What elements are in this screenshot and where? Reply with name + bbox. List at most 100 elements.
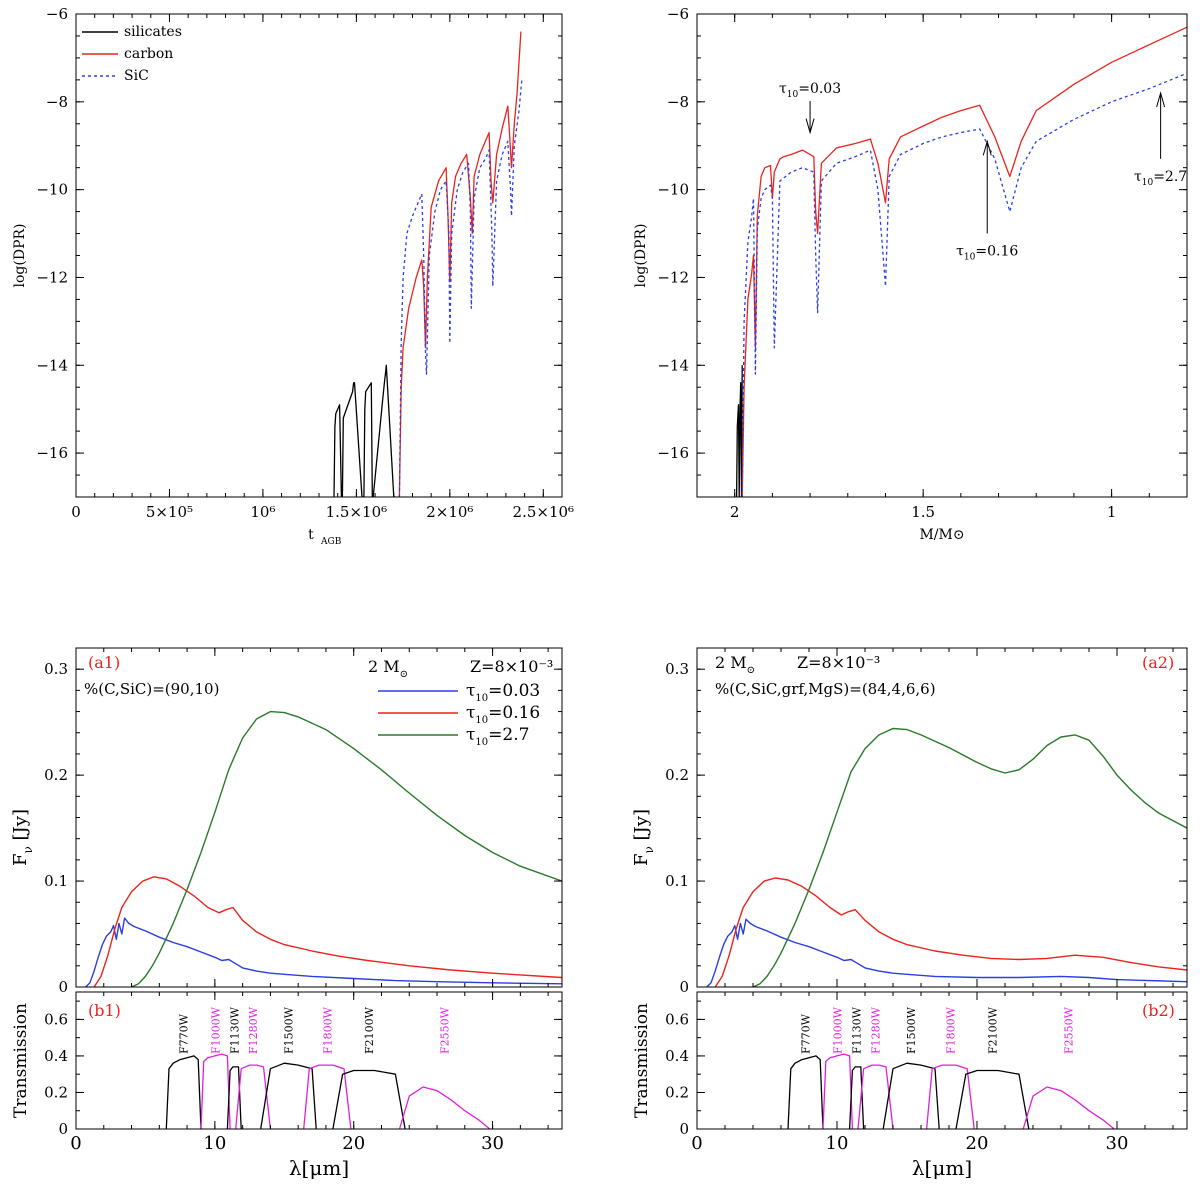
x-axis-label: t <box>308 527 314 543</box>
y-axis-label-main: F <box>10 853 31 866</box>
filter-label: F2550W <box>439 1006 452 1054</box>
y-tick-label: −10 <box>657 181 689 199</box>
x-tick-label: 2 <box>730 503 740 521</box>
legend-label: SiC <box>124 68 149 84</box>
y-tick-label: −16 <box>657 444 689 462</box>
x-tick-label: 20 <box>342 1133 365 1154</box>
y-tick-label: −10 <box>36 181 68 199</box>
y-tick-label: 0.6 <box>665 1010 689 1028</box>
y-axis-label: Fν [Jy] <box>631 809 656 866</box>
filter-curve <box>332 1069 406 1129</box>
annotation-arrowhead <box>805 118 815 135</box>
plot-frame <box>75 13 563 498</box>
annotation-sub: 10 <box>787 90 799 100</box>
y-tick-label: 0 <box>58 978 68 996</box>
filter-curve <box>955 1069 1030 1129</box>
plot-area <box>85 710 562 987</box>
filter-label: F2100W <box>363 1006 376 1054</box>
y-tick-label: 0.4 <box>665 1047 689 1065</box>
plot-frame <box>696 647 1188 988</box>
filter-label: F1500W <box>905 1006 918 1054</box>
x-axis-label: λ[μm] <box>912 1156 972 1180</box>
filter-label: F1800W <box>321 1006 334 1054</box>
y-axis-label: Transmission <box>632 1003 652 1118</box>
y-axis-label: Fν [Jy] <box>10 809 35 866</box>
filter-curve <box>165 1055 202 1129</box>
mass-label-main: 2 M <box>368 657 400 676</box>
legend-label: τ10=0.16 <box>466 703 540 726</box>
series-line <box>714 877 1187 987</box>
y-tick-label: 0.2 <box>44 1083 68 1101</box>
plot-area <box>787 1053 1115 1129</box>
x-tick-label: 1.5 <box>911 503 935 521</box>
y-tick-label: 0 <box>58 1120 68 1138</box>
y-axis-label: log(DPR) <box>633 224 649 288</box>
filter-curve <box>1022 1086 1115 1129</box>
legend-label: τ10=2.7 <box>466 725 529 748</box>
filter-curve <box>857 1064 894 1129</box>
panel-top-right: 2 1.5 1−6−8−10−12−14−16log(DPR)M/M⊙τ10=0.0… <box>633 5 1188 543</box>
annotation-value: =0.03 <box>798 81 841 97</box>
y-tick-label: 0.2 <box>44 766 68 784</box>
series-line-sic <box>741 72 1187 497</box>
composition-label: %(C,SiC)=(90,10) <box>84 680 219 698</box>
y-axis-label: Transmission <box>11 1003 31 1118</box>
series-line-carbon <box>398 31 522 497</box>
x-tick-label: 10 <box>203 1133 226 1154</box>
y-tick-label: 0 <box>679 1120 689 1138</box>
y-tick-label: 0.6 <box>44 1010 68 1028</box>
legend-label: silicates <box>124 24 182 40</box>
y-tick-label: −16 <box>36 444 68 462</box>
x-tick-label: 10 <box>826 1133 849 1154</box>
y-tick-label: 0.4 <box>44 1047 68 1065</box>
y-axis-label-main: F <box>631 853 652 866</box>
filter-label: F770W <box>800 1013 813 1054</box>
series-line <box>752 727 1187 987</box>
mass-label-main: 2 M <box>715 653 747 672</box>
filter-label: F2100W <box>986 1006 999 1054</box>
x-tick-label: 20 <box>966 1133 989 1154</box>
series-line <box>131 710 562 987</box>
filter-label: F1000W <box>832 1006 845 1054</box>
composition-label: %(C,SiC,grf,MgS)=(84,4,6,6) <box>715 680 936 698</box>
legend-sub: 10 <box>475 737 488 748</box>
annotation-value: =0.16 <box>975 244 1018 260</box>
y-tick-label: 0.3 <box>665 660 689 678</box>
plot-frame <box>696 13 1188 498</box>
mass-label-sub: ⊙ <box>747 665 755 676</box>
y-tick-label: −12 <box>36 268 68 286</box>
legend-sub: 10 <box>475 715 488 726</box>
filter-label: F1130W <box>228 1006 241 1054</box>
annotation-arrowhead <box>1156 91 1166 108</box>
filter-curve <box>398 1086 491 1129</box>
filter-curve <box>260 1062 317 1129</box>
annotation-tau: τ <box>779 81 787 97</box>
y-tick-label: 0.2 <box>665 766 689 784</box>
y-tick-label: 0 <box>679 978 689 996</box>
y-tick-label: 0.1 <box>44 872 68 890</box>
panel-top-left: 0 5×10⁵ 10⁶ 1.5×10⁶ 2×10⁶ 2.5×10⁶ −6 −8 −10 −12 −1… <box>12 5 574 547</box>
filter-label: F2550W <box>1063 1006 1076 1054</box>
y-tick-label: 0.2 <box>665 1083 689 1101</box>
x-tick-label: 2×10⁶ <box>426 503 473 521</box>
y-tick-label: −8 <box>46 93 68 111</box>
filter-curve <box>822 1053 854 1129</box>
panel-bottom-right: 0 10 20 30 0 0.2 0.4 0.6 F770W F1000W F1130W F1280W… <box>632 991 1188 1180</box>
y-axis-label-unit: [Jy] <box>10 809 31 846</box>
filter-label: F770W <box>178 1013 191 1054</box>
series-line-silicates <box>735 365 743 497</box>
legend-value: =0.03 <box>488 681 540 701</box>
series-line <box>706 918 1187 987</box>
panel-tag: (b2) <box>1142 1001 1175 1020</box>
x-tick-label: 0 <box>71 503 81 521</box>
y-tick-label: −8 <box>667 93 689 111</box>
legend-sub: 10 <box>475 693 488 704</box>
plot-area <box>706 727 1187 987</box>
filter-curve <box>787 1055 824 1129</box>
plot-frame <box>696 991 1188 1130</box>
series-line-carbon <box>741 26 1187 497</box>
x-tick-label: 30 <box>1106 1133 1129 1154</box>
panel-mid-left: 0 0.1 0.2 0.3 (a1) Fν [Jy] 2 M⊙ Z=8×10⁻³ %(C,SiC… <box>10 647 563 996</box>
y-tick-label: 0.3 <box>44 660 68 678</box>
x-tick-label: 5×10⁵ <box>146 503 193 521</box>
